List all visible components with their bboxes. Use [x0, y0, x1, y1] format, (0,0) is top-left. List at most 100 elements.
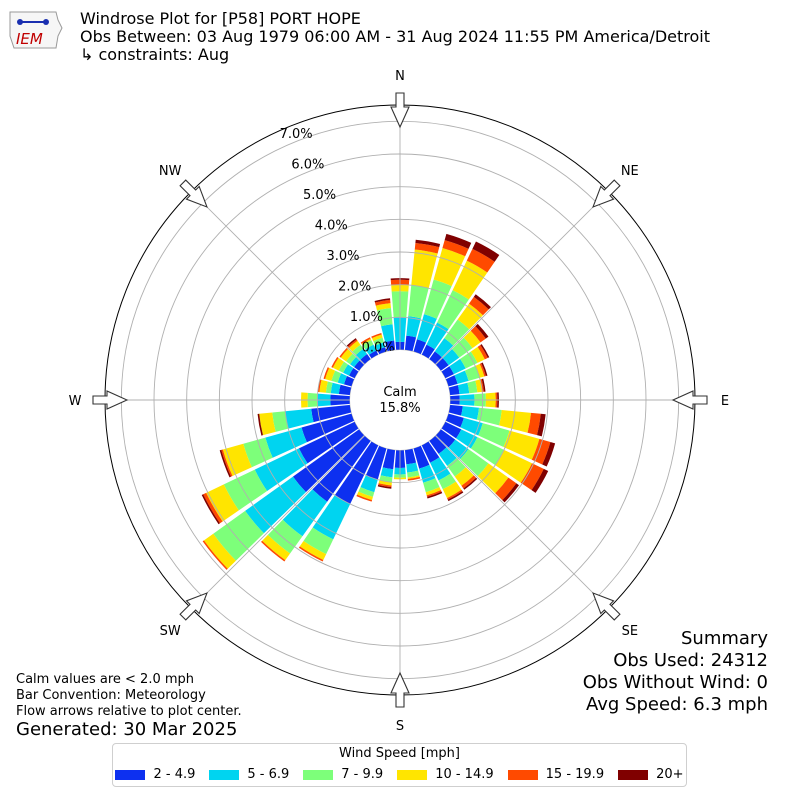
windrose-bar-segment: [416, 314, 437, 343]
compass-label-w: W: [69, 394, 82, 409]
windrose-bar-segment: [503, 430, 540, 460]
obs-used: Obs Used: 24312: [613, 650, 768, 671]
windrose-bar-segment: [444, 233, 472, 249]
windrose-bar-segment: [520, 463, 544, 491]
legend-item: 7 - 9.9: [303, 767, 383, 782]
windrose-bar-segment: [357, 491, 373, 501]
windrose-bar-segment: [531, 468, 549, 493]
windrose-bar-segment: [477, 463, 509, 494]
legend-item: 15 - 19.9: [507, 767, 604, 782]
flow-arrow-icon: [671, 390, 708, 410]
windrose-bar-segment: [254, 448, 308, 491]
windrose-bar-segment: [435, 358, 449, 371]
windrose-bar-segment: [332, 357, 344, 371]
windrose-bar-segment: [222, 443, 252, 476]
windrose-bar-segment: [442, 481, 462, 499]
windrose-bar-segment: [470, 346, 485, 363]
windrose-bar-segment: [375, 303, 391, 311]
windrose-bar-segment: [317, 379, 322, 393]
legend-items: 2 - 4.9 5 - 6.9 7 - 9.9 10 - 14.9 15 - 1…: [113, 767, 686, 782]
windrose-bar-segment: [452, 337, 473, 358]
windrose-bar-segment: [441, 421, 462, 439]
windrose-bar-segment: [476, 407, 502, 426]
windrose-bar-segment: [470, 326, 486, 343]
grid-spoke: [191, 435, 365, 609]
grid-spoke: [435, 191, 609, 365]
windrose-bar-segment: [360, 337, 371, 344]
windrose-bar-segment: [223, 469, 268, 511]
windrose-bar-segment: [311, 404, 352, 423]
windrose-bars: [201, 233, 556, 570]
windrose-bar-segment: [438, 473, 456, 490]
windrose-bar-segment: [463, 477, 478, 490]
windrose-bar-segment: [437, 290, 469, 330]
windrose-bar-segment: [312, 495, 351, 540]
windrose-bar-segment: [365, 445, 387, 480]
windrose-bar-segment: [325, 367, 336, 381]
constraints-label: ↳ constraints: Aug: [80, 45, 230, 64]
windrose-bar-segment: [377, 347, 387, 355]
windrose-bar-segment: [338, 361, 348, 373]
windrose-bar-segment: [330, 382, 341, 395]
windrose-bar-segment: [460, 449, 489, 477]
windrose-bar-segment: [349, 340, 361, 352]
windrose-bar-segment: [442, 349, 460, 366]
windrose-bar-segment: [355, 348, 368, 360]
flow-arrow-icon: [179, 592, 208, 621]
windrose-bar-segment: [444, 319, 470, 346]
windrose-bar-segment: [481, 378, 486, 392]
windrose-bar-segment: [203, 533, 236, 569]
windrose-bar-segment: [502, 483, 520, 503]
windrose-bar-segment: [352, 344, 364, 355]
windrose-bar-segment: [470, 437, 505, 466]
compass-arrows: N NE E SE S SW W NW: [69, 69, 730, 734]
windrose-bar-segment: [261, 540, 286, 562]
windrose-bar-segment: [358, 487, 375, 497]
windrose-bar-segment: [454, 467, 474, 486]
windrose-bar-segment: [421, 441, 440, 463]
windrose-bar-segment: [257, 413, 263, 436]
windrose-bar-segment: [365, 344, 377, 355]
windrose-bar-segment: [343, 364, 354, 376]
windrose-bar-segment: [481, 362, 488, 377]
compass-label-sw: SW: [160, 624, 181, 639]
windrose-bar-segment: [262, 534, 291, 561]
compass-label-se: SE: [622, 624, 638, 639]
windrose-bar-segment: [495, 477, 517, 501]
windrose-bar-segment: [438, 447, 457, 466]
compass-label-s: S: [396, 719, 404, 734]
windrose-bar-segment: [338, 384, 352, 396]
radial-tick-labels: 0.0% 1.0% 2.0% 3.0% 4.0% 5.0% 6.0% 7.0%: [280, 127, 395, 355]
compass-label-e: E: [721, 394, 729, 409]
flow-arrow-icon: [92, 390, 129, 410]
windrose-bar-segment: [429, 351, 442, 365]
windrose-bar-segment: [206, 484, 239, 522]
windrose-bar-segment: [339, 347, 348, 358]
windrose-bar-segment: [265, 427, 307, 458]
windrose-bar-segment: [259, 412, 276, 436]
windrose-bar-segment: [373, 337, 384, 346]
windrose-bar-segment: [381, 324, 395, 343]
flow-arrow-icon: [179, 179, 208, 208]
windrose-bar-segment: [201, 494, 220, 525]
windrose-bar-segment: [473, 294, 491, 310]
windrose-bar-segment: [371, 334, 383, 342]
windrose-bar-segment: [414, 242, 440, 254]
windrose-bar-segment: [349, 368, 359, 379]
windrose-bar-segment: [354, 360, 365, 371]
windrose-bar-segment: [292, 429, 365, 493]
flow-arrow-icon: [592, 179, 621, 208]
grid-spoke: [435, 435, 609, 609]
windrose-bar-segment: [408, 285, 429, 319]
windrose-bar-segment: [299, 540, 327, 560]
windrose-bar-segment: [243, 437, 273, 468]
windrose-bar-segment: [340, 349, 353, 362]
windrose-bar-segment: [460, 351, 478, 369]
windrose-bar-segment: [406, 462, 419, 473]
windrose-bar-segment: [267, 519, 303, 554]
windrose-bar-segment: [542, 441, 556, 467]
flow-arrow-icon: [592, 592, 621, 621]
windrose-bar-segment: [368, 350, 379, 359]
windrose-bar-segment: [467, 380, 478, 394]
windrose-bar-segment: [423, 478, 440, 493]
